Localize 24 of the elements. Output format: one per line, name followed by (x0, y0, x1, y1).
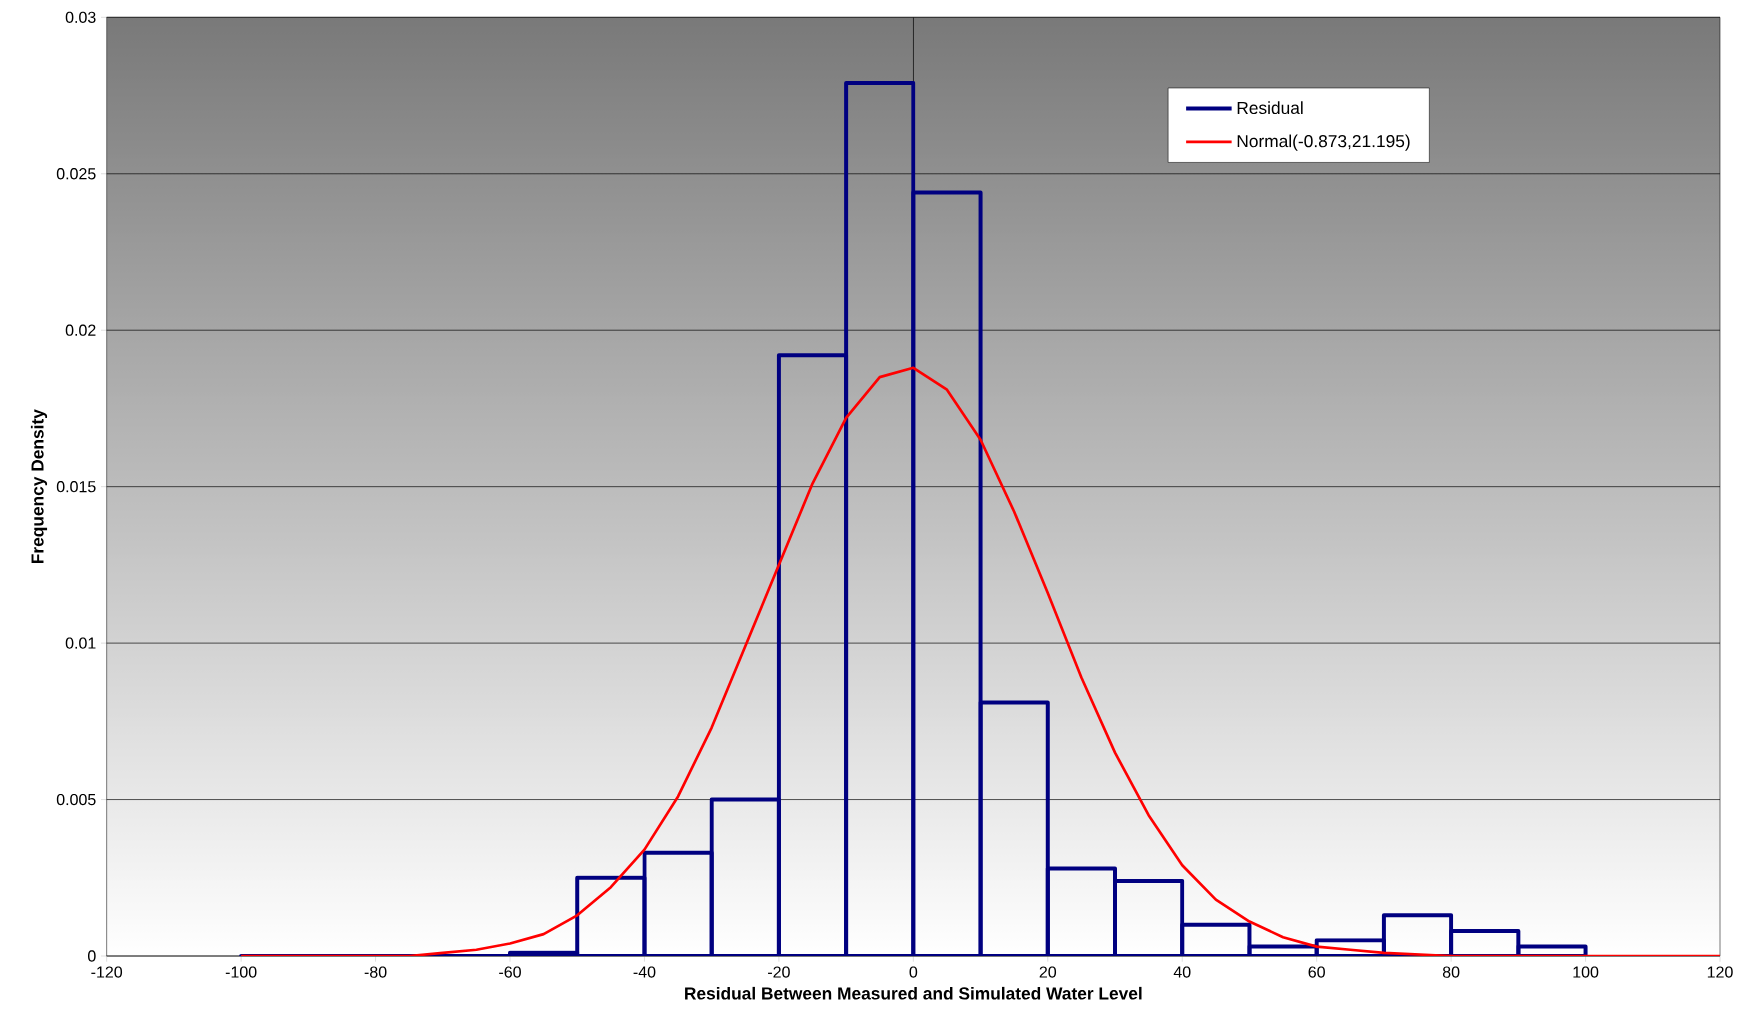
x-tick-label: -120 (91, 966, 123, 978)
x-axis-title: Residual Between Measured and Simulated Water Level (685, 986, 1142, 1000)
x-tick-label: 80 (1442, 966, 1460, 978)
x-tick-label: 40 (1173, 966, 1191, 978)
y-tick-label: 0.025 (56, 168, 96, 180)
x-tick-label: -40 (633, 966, 656, 978)
x-tick-label: 60 (1308, 966, 1325, 978)
y-tick-label: 0 (87, 950, 96, 962)
x-tick-label: -20 (768, 966, 790, 978)
x-tick-label: 0 (909, 966, 918, 978)
x-tick-label: 100 (1573, 966, 1599, 978)
y-tick-label: 0.005 (56, 793, 96, 806)
x-tick-label: -60 (499, 966, 521, 978)
y-tick-label: 0.01 (65, 637, 96, 649)
legend-label: Normal(-0.873,21.195) (1237, 134, 1410, 151)
x-tick-label: 20 (1039, 966, 1057, 978)
x-tick-label: 120 (1707, 966, 1733, 978)
legend-label: Residual (1237, 101, 1303, 115)
y-tick-label: 0.03 (65, 11, 96, 23)
y-tick-label: 0.015 (56, 481, 96, 493)
x-tick-label: -100 (225, 966, 257, 978)
y-axis-title: Frequency Density (30, 409, 48, 564)
y-tick-label: 0.02 (65, 324, 96, 336)
x-tick-label: -80 (364, 966, 387, 978)
